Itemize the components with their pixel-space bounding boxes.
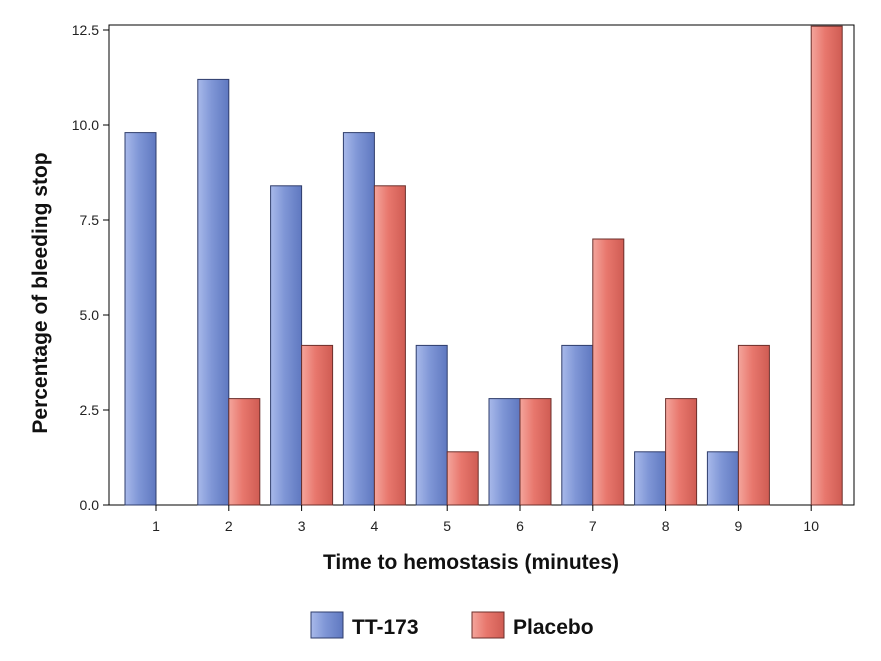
bar-tt-173-1	[124, 132, 157, 506]
bar-placebo-2	[228, 398, 261, 506]
bar-placebo-9	[737, 344, 770, 506]
legend-swatch-placebo	[471, 611, 505, 639]
bar-placebo-5	[446, 451, 479, 506]
bar-placebo-6	[519, 398, 552, 506]
legend: TT-173 Placebo	[310, 611, 594, 639]
y-tick-label: 12.5	[72, 22, 99, 38]
bar-tt-173-3	[270, 185, 303, 506]
bar-tt-173-4	[342, 132, 375, 506]
legend-label-placebo: Placebo	[513, 616, 594, 639]
bar-placebo-7	[592, 238, 625, 506]
x-tick-label: 3	[298, 518, 306, 534]
x-axis-title: Time to hemostasis (minutes)	[323, 551, 619, 574]
x-tick-label: 6	[516, 518, 524, 534]
x-tick-label: 4	[371, 518, 379, 534]
x-tick-label: 8	[662, 518, 670, 534]
legend-swatch-tt-173	[310, 611, 344, 639]
x-tick-label: 10	[803, 518, 819, 534]
x-tick-label: 5	[443, 518, 451, 534]
bar-tt-173-6	[488, 398, 521, 506]
bar-tt-173-7	[561, 344, 594, 506]
y-tick-label: 2.5	[80, 402, 100, 418]
bar-placebo-8	[665, 398, 698, 506]
y-tick-label: 5.0	[80, 307, 100, 323]
x-tick-label: 9	[735, 518, 743, 534]
bar-tt-173-9	[706, 451, 739, 506]
legend-label-tt-173: TT-173	[352, 616, 419, 639]
bar-placebo-10	[810, 25, 843, 506]
y-axis: 0.0 2.5 5.0 7.5 10.0 12.5	[72, 22, 109, 513]
y-tick-label: 0.0	[80, 497, 100, 513]
plot-frame	[108, 24, 855, 506]
x-tick-label: 1	[152, 518, 160, 534]
bar-tt-173-5	[415, 344, 448, 506]
bar-placebo-3	[301, 344, 334, 506]
y-axis-title: Percentage of bleeding stop	[29, 152, 52, 433]
bars-group	[124, 25, 843, 506]
x-axis: 1 2 3 4 5 6 7 8 9 10	[152, 505, 819, 534]
y-tick-label: 7.5	[80, 212, 100, 228]
bar-tt-173-2	[197, 78, 230, 506]
bar-placebo-4	[373, 185, 406, 506]
x-tick-label: 7	[589, 518, 597, 534]
x-tick-label: 2	[225, 518, 233, 534]
bar-tt-173-8	[634, 451, 667, 506]
y-tick-label: 10.0	[72, 117, 99, 133]
